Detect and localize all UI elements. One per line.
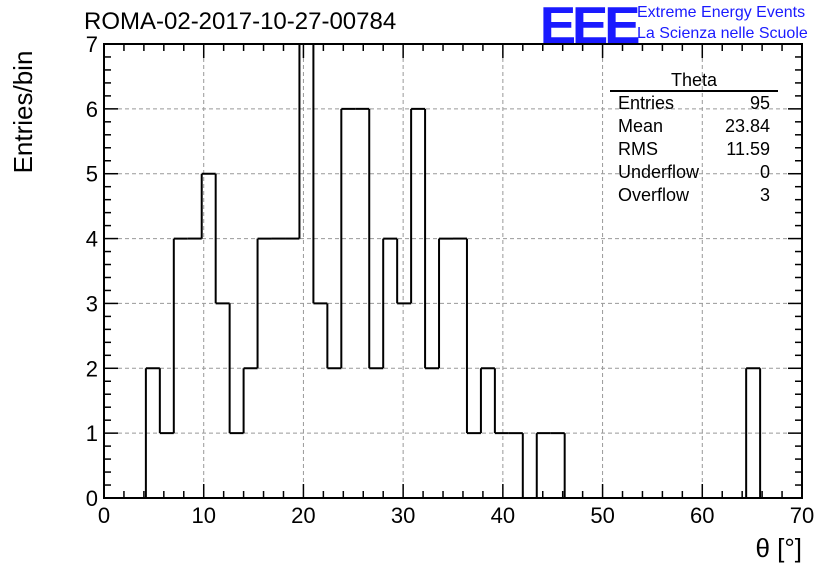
x-tick-label: 50 (590, 503, 614, 528)
logo-line-2: La Scienza nelle Scuole (637, 25, 808, 42)
histogram-bin (172, 237, 188, 434)
stats-value: 0 (759, 162, 770, 182)
histogram-bin (438, 237, 453, 369)
stats-value: 23.84 (724, 116, 770, 136)
histogram-bin (312, 44, 328, 305)
axes (103, 43, 803, 499)
y-tick-label: 6 (86, 97, 98, 122)
stats-label: Entries (618, 93, 675, 113)
histogram-bin (214, 173, 230, 305)
histogram-bin (465, 238, 481, 435)
stats-label: Overflow (618, 185, 690, 205)
stats-title: Theta (610, 70, 778, 92)
y-tick-label: 2 (86, 356, 98, 381)
stats-row-overflow: Overflow 3 (610, 184, 778, 207)
y-axis-label: Entries/bin (8, 51, 38, 174)
histogram-bin (298, 43, 314, 239)
y-tick-label: 3 (86, 291, 98, 316)
stats-row-mean: Mean 23.84 (610, 115, 778, 138)
grid-lines (104, 44, 802, 498)
histogram-bin (535, 432, 551, 498)
histogram-bin (200, 172, 216, 239)
histogram-bin (144, 367, 160, 498)
y-tick-label: 0 (86, 486, 98, 511)
stats-row-entries: Entries 95 (610, 92, 778, 115)
histogram-bin (382, 237, 398, 369)
stats-label: Underflow (618, 162, 700, 182)
stats-value: 3 (759, 185, 770, 205)
y-tick-label: 4 (86, 227, 98, 252)
histogram-bin (396, 238, 412, 305)
histogram-bin (479, 367, 495, 434)
histogram-bin (256, 237, 272, 369)
x-tick-label: 20 (291, 503, 315, 528)
x-tick-label: 70 (790, 503, 814, 528)
histogram-bin (410, 107, 426, 304)
x-tick-label: 40 (491, 503, 515, 528)
histogram-bin (228, 303, 244, 435)
histogram-bin (368, 108, 384, 370)
stats-box: Theta Entries 95 Mean 23.84 RMS 11.59 Un… (610, 70, 778, 207)
stats-label: Mean (618, 116, 664, 136)
eee-logo: EEE (539, 0, 641, 55)
y-tick-label: 1 (86, 421, 98, 446)
stats-value: 95 (749, 93, 770, 113)
histogram-bars (144, 43, 762, 498)
x-tick-label: 60 (690, 503, 714, 528)
y-tick-label: 5 (86, 162, 98, 187)
histogram-bin (424, 108, 440, 370)
x-tick-label: 10 (191, 503, 215, 528)
histogram-bin (493, 368, 509, 435)
x-tick-label: 0 (98, 503, 110, 528)
x-tick-label: 30 (391, 503, 415, 528)
histogram-bin (340, 107, 356, 369)
logo-line-1: Extreme Energy Events (637, 4, 806, 21)
x-axis-label: θ [°] (755, 533, 802, 563)
stats-row-underflow: Underflow 0 (610, 161, 778, 184)
histogram-bin (242, 367, 258, 434)
stats-label: RMS (618, 139, 658, 159)
stats-row-rms: RMS 11.59 (610, 138, 778, 161)
histogram-bin (745, 367, 761, 498)
stats-value: 11.59 (726, 139, 770, 159)
plot-frame (103, 43, 803, 499)
histogram-bin (158, 368, 174, 435)
y-tick-label: 7 (86, 32, 98, 57)
histogram-bin (326, 303, 342, 370)
run-title: ROMA-02-2017-10-27-00784 (84, 8, 397, 35)
